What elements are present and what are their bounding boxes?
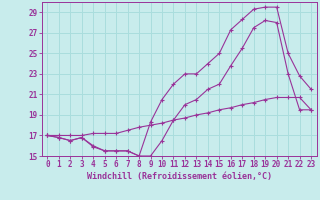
X-axis label: Windchill (Refroidissement éolien,°C): Windchill (Refroidissement éolien,°C) xyxy=(87,172,272,181)
